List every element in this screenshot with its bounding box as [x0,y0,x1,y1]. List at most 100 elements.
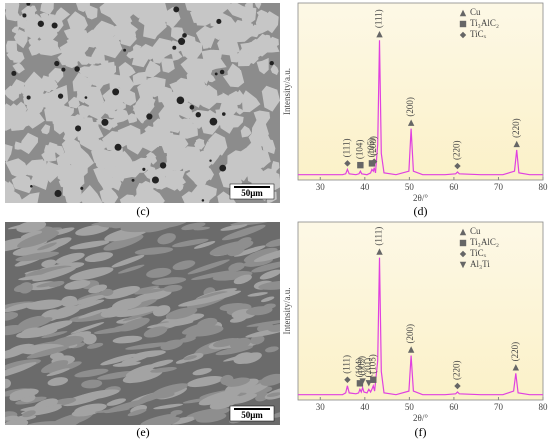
grain [91,147,112,166]
peak-label: (220) [452,360,462,380]
lamella [223,353,252,362]
x-tick-label: 80 [539,182,549,192]
lamella [181,222,206,231]
pore [182,33,187,38]
grain [48,164,62,177]
peak-label: (220) [510,342,520,362]
lamella [220,223,248,231]
xrd-line [298,257,543,396]
lamella [157,233,176,245]
lamella [193,241,216,249]
grain [132,190,147,203]
lamella [69,240,110,250]
grain [39,37,58,55]
pore [57,93,64,99]
x-tick-label: 40 [360,182,370,192]
lamella [104,286,140,300]
marker [459,239,467,247]
marker [370,376,377,383]
grain [181,39,203,64]
lamella [170,410,183,416]
marker [407,346,415,353]
grain [188,156,210,182]
x-tick-label: 40 [360,402,370,412]
grain [144,125,155,135]
grain [263,34,271,41]
grain [149,83,161,98]
lamella [183,355,197,361]
pore [37,20,45,27]
lamella [150,366,177,373]
grain [241,90,261,113]
lamella [78,308,108,319]
lamella [25,265,72,278]
grain [146,129,164,148]
peak-label: (200) [405,324,415,344]
lamella [34,320,73,334]
x-axis-title: 2θ/° [413,193,428,203]
legend-label: TiCₓ [470,29,487,39]
marker [359,378,366,385]
marker [344,160,351,167]
peak-label: (105) [367,354,377,374]
lamella [81,379,103,389]
lamella [33,398,58,412]
grain [156,178,169,190]
lamella [260,373,280,386]
lamella [37,242,57,251]
lamella [82,333,97,345]
grain [11,173,34,194]
marker [376,30,383,38]
lamella [112,335,143,344]
peak-label: (201) [363,358,373,378]
lamella [198,389,242,406]
peak-label: (111) [342,139,352,158]
lamella [75,389,120,401]
grain [206,73,216,83]
lamella [265,238,280,247]
grain [215,109,233,127]
grain [157,132,176,147]
marker [370,158,378,165]
grain [76,118,94,136]
pore [75,125,82,132]
grain [12,62,25,74]
grain [132,93,149,111]
peak-label: (002) [357,356,367,376]
lamella [253,247,280,263]
grain [143,170,156,179]
pore [101,118,109,126]
panel-label: (f) [415,425,427,439]
lamella [16,222,47,233]
lamella [197,290,242,304]
grain [254,156,269,168]
lamella [243,247,278,263]
lamella [193,226,211,231]
lamella [94,408,130,413]
panel-label: (d) [414,204,428,218]
scale-bar-label: 50μm [241,410,263,420]
lamella [93,326,136,334]
grain [38,75,58,93]
grain [17,14,28,29]
lamella [60,295,78,307]
grain [245,52,259,65]
lamella [70,322,105,334]
grain [251,119,270,138]
grain [170,27,185,41]
lamella [5,359,41,370]
lamella [26,346,70,359]
lamella [15,251,60,262]
x-tick-label: 70 [494,182,504,192]
x-tick-label: 60 [449,402,459,412]
grain [228,90,244,106]
grain [84,64,111,87]
pore [74,66,80,72]
grain [61,123,76,140]
peak-label: (220) [511,118,521,138]
grain [6,47,19,61]
grain [40,3,54,15]
lamella [266,392,280,397]
lamella [215,345,254,356]
